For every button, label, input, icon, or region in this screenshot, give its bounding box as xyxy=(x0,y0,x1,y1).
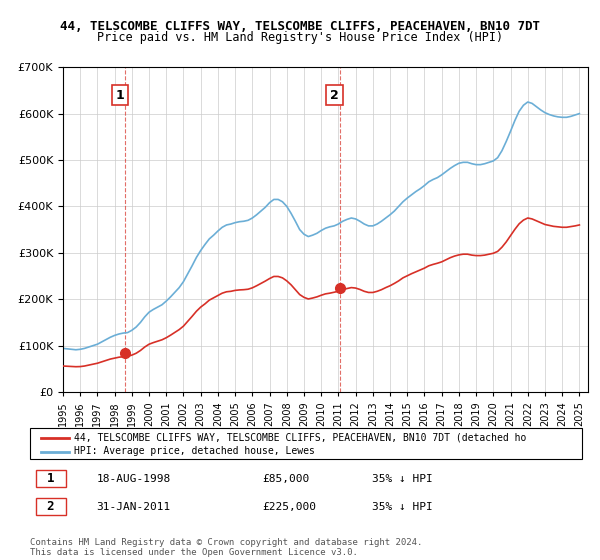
Text: Price paid vs. HM Land Registry's House Price Index (HPI): Price paid vs. HM Land Registry's House … xyxy=(97,31,503,44)
FancyBboxPatch shape xyxy=(35,470,66,487)
Text: 2: 2 xyxy=(330,88,339,101)
Text: HPI: Average price, detached house, Lewes: HPI: Average price, detached house, Lewe… xyxy=(74,446,315,456)
Text: 2: 2 xyxy=(47,500,54,514)
Text: £85,000: £85,000 xyxy=(262,474,309,484)
Text: 35% ↓ HPI: 35% ↓ HPI xyxy=(372,502,433,512)
Text: 31-JAN-2011: 31-JAN-2011 xyxy=(96,502,170,512)
Text: 44, TELSCOMBE CLIFFS WAY, TELSCOMBE CLIFFS, PEACEHAVEN, BN10 7DT: 44, TELSCOMBE CLIFFS WAY, TELSCOMBE CLIF… xyxy=(60,20,540,32)
Text: 44, TELSCOMBE CLIFFS WAY, TELSCOMBE CLIFFS, PEACEHAVEN, BN10 7DT (detached ho: 44, TELSCOMBE CLIFFS WAY, TELSCOMBE CLIF… xyxy=(74,433,527,442)
Text: 1: 1 xyxy=(47,472,54,486)
Text: 35% ↓ HPI: 35% ↓ HPI xyxy=(372,474,433,484)
Text: 1: 1 xyxy=(116,88,125,101)
FancyBboxPatch shape xyxy=(35,498,66,515)
FancyBboxPatch shape xyxy=(30,428,582,459)
Text: 18-AUG-1998: 18-AUG-1998 xyxy=(96,474,170,484)
Text: £225,000: £225,000 xyxy=(262,502,316,512)
Text: Contains HM Land Registry data © Crown copyright and database right 2024.
This d: Contains HM Land Registry data © Crown c… xyxy=(30,538,422,557)
